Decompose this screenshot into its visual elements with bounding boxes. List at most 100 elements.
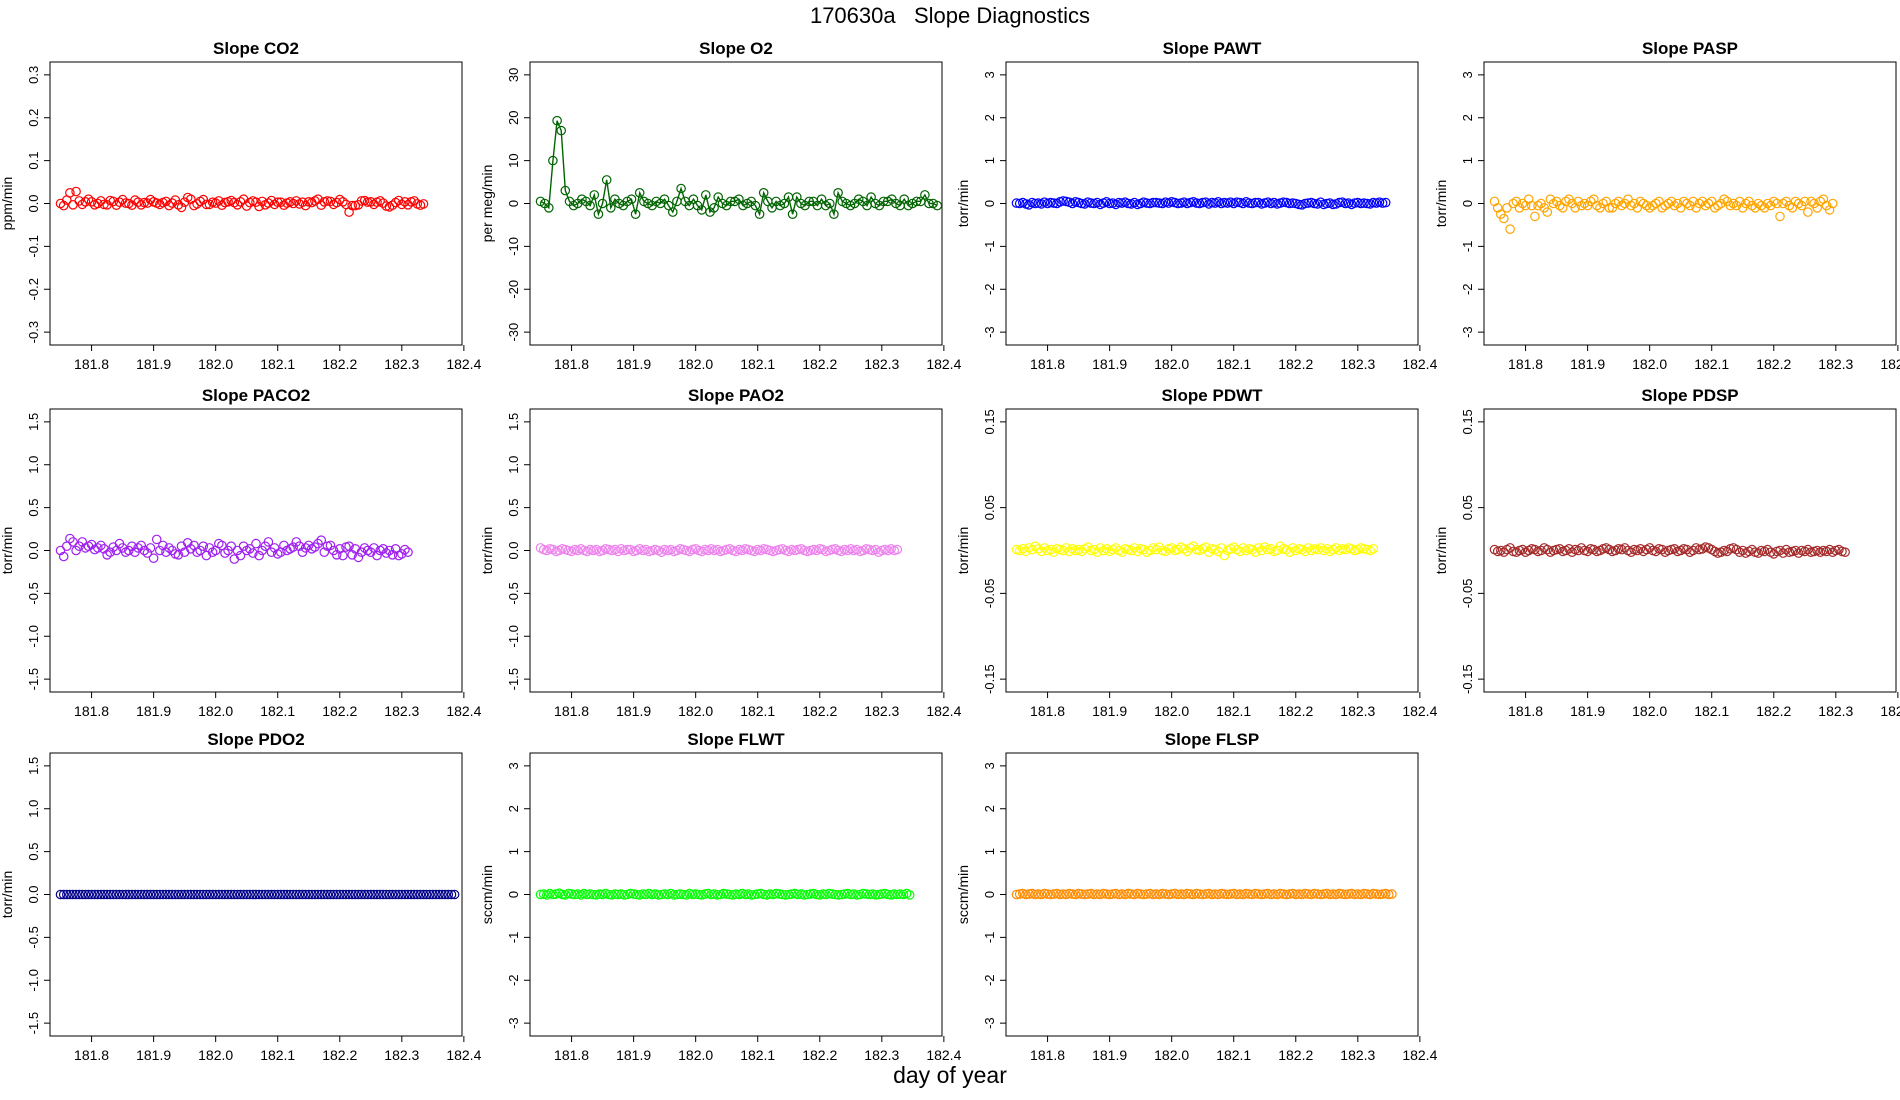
data-point	[443, 889, 454, 900]
data-point	[1151, 889, 1161, 899]
x-tick-label: 181.8	[554, 356, 589, 372]
data-point	[1275, 888, 1286, 899]
data-point	[120, 889, 131, 900]
data-point	[291, 196, 302, 206]
data-point	[1160, 889, 1171, 899]
data-point	[1256, 889, 1267, 900]
x-tick-label: 181.9	[616, 356, 651, 372]
y-tick-label: 1	[1460, 157, 1475, 164]
data-point	[173, 549, 184, 560]
data-point	[1362, 198, 1372, 209]
data-point	[1098, 888, 1109, 899]
data-point	[1790, 545, 1801, 556]
data-point	[303, 540, 314, 551]
data-point	[108, 889, 119, 900]
data-point	[105, 889, 115, 900]
data-point	[155, 889, 165, 900]
data-point	[266, 889, 277, 900]
data-point	[557, 889, 568, 900]
data-point	[653, 890, 664, 900]
data-point	[167, 198, 177, 208]
data-point	[217, 889, 227, 900]
data-point	[566, 889, 577, 899]
data-point	[892, 889, 903, 900]
data-point	[1377, 889, 1388, 899]
data-point	[603, 889, 614, 900]
data-point	[356, 196, 367, 206]
chart-panel: Slope PDO2 torr/min -1.5 -1.0 -0.5 0.0 0.5 1.0 1…	[0, 730, 482, 1063]
data-point	[369, 889, 379, 900]
data-point	[656, 889, 667, 900]
data-point	[1216, 888, 1227, 899]
data-point	[1561, 196, 1571, 207]
data-point	[114, 197, 125, 207]
data-point	[783, 889, 794, 900]
data-point	[195, 889, 205, 900]
data-point	[1235, 889, 1245, 899]
data-point	[77, 889, 88, 900]
x-tick-label: 182.4	[446, 703, 481, 719]
x-tick-label: 182.2	[802, 1047, 837, 1063]
data-point	[316, 889, 326, 900]
x-tick-label: 182.4	[446, 1047, 481, 1063]
data-point	[145, 543, 156, 553]
data-point	[659, 889, 670, 899]
data-point	[709, 203, 719, 213]
data-point	[1126, 545, 1137, 556]
data-point	[1731, 544, 1742, 555]
data-point	[68, 889, 78, 900]
data-point	[1148, 889, 1158, 900]
data-point	[272, 889, 283, 900]
data-point	[793, 889, 803, 900]
data-point	[1368, 197, 1379, 208]
data-point	[932, 200, 943, 211]
data-point	[381, 889, 392, 900]
figure-title: 170630a Slope Diagnostics	[809, 3, 1091, 28]
data-point	[1626, 200, 1636, 211]
data-point	[861, 889, 872, 899]
data-point	[1058, 196, 1068, 206]
data-point	[341, 889, 351, 900]
x-tick-label: 182.1	[1694, 703, 1729, 719]
data-point	[1527, 200, 1537, 211]
data-point	[86, 197, 97, 207]
data-point	[1179, 543, 1189, 554]
data-point	[1033, 889, 1044, 899]
data-point	[845, 889, 856, 900]
data-point	[1368, 543, 1379, 554]
data-point	[1039, 543, 1050, 553]
data-point	[1287, 543, 1298, 553]
data-point	[771, 888, 782, 899]
data-point	[96, 889, 106, 900]
data-point	[164, 200, 174, 211]
data-point	[220, 889, 230, 900]
data-point	[303, 889, 314, 900]
chart-title: Slope PAWT	[1163, 39, 1262, 58]
data-point	[1244, 889, 1254, 899]
data-point	[338, 889, 348, 900]
y-tick-label: 0.15	[1460, 409, 1475, 434]
data-point	[1027, 544, 1037, 555]
data-point	[331, 197, 342, 208]
data-point	[1374, 889, 1385, 900]
data-point	[158, 889, 168, 900]
y-tick-label: 1.0	[26, 456, 41, 474]
data-point	[1334, 197, 1344, 208]
data-point	[155, 545, 165, 556]
y-tick-label: 1	[982, 157, 997, 164]
data-point	[1049, 547, 1059, 557]
data-point	[393, 889, 404, 900]
data-point	[269, 199, 280, 210]
data-point	[111, 200, 122, 210]
data-point	[120, 198, 131, 208]
data-point	[1651, 546, 1661, 557]
data-point	[1238, 543, 1248, 553]
y-tick-label: -2	[1460, 283, 1475, 295]
data-point	[1132, 888, 1143, 899]
y-tick-label: 0	[1460, 200, 1475, 207]
y-tick-label: -1	[1460, 241, 1475, 253]
x-tick-label: 182.4	[1402, 703, 1437, 719]
y-tick-label: -1.5	[26, 668, 41, 690]
data-point	[601, 175, 612, 185]
chart-title: Slope PASP	[1642, 39, 1738, 58]
